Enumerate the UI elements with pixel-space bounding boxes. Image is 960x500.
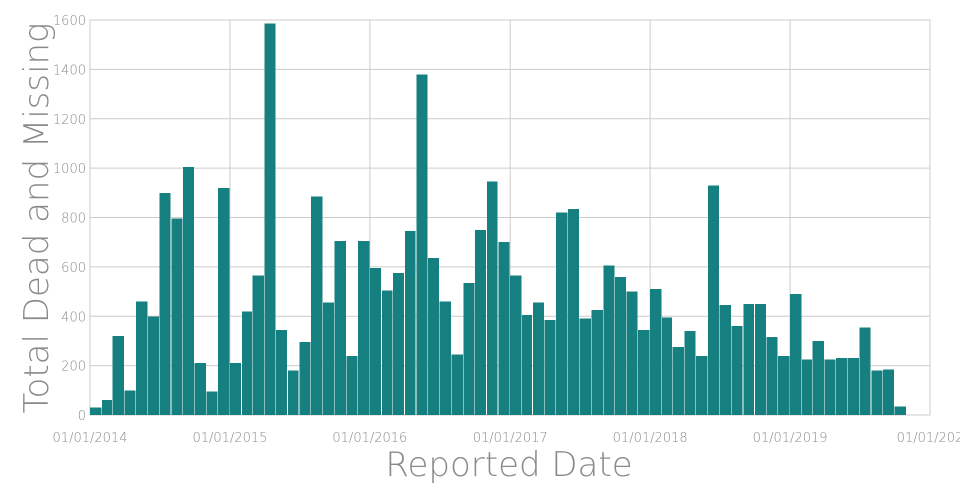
- y-tick-label: 600: [61, 261, 86, 276]
- y-tick-label: 1200: [53, 113, 86, 128]
- bar-2014-07: [159, 192, 171, 415]
- bar-2016-10: [474, 229, 487, 415]
- bar-2016-02: [381, 290, 393, 415]
- bar-2019-01: [790, 294, 802, 415]
- bar-2015-09: [323, 302, 335, 415]
- bar-2014-08: [171, 218, 183, 415]
- bar-2018-06: [708, 185, 719, 415]
- bar-2016-12: [498, 242, 510, 415]
- bar-2015-12: [357, 240, 370, 415]
- bar-2016-01: [369, 268, 382, 415]
- bar-2016-11: [486, 181, 498, 415]
- y-tick-label: 1000: [53, 162, 86, 177]
- y-tick-label: 1400: [53, 63, 86, 78]
- bar-2018-08: [731, 326, 743, 415]
- x-tick-label: 01/01/2015: [192, 431, 267, 446]
- bar-2016-05: [416, 74, 428, 415]
- bar-2014-02: [101, 400, 113, 415]
- bar-2015-07: [299, 342, 311, 415]
- bar-2014-11: [206, 391, 218, 415]
- bar-2018-01: [650, 289, 662, 415]
- bar-2017-12: [638, 329, 650, 415]
- bar-2016-06: [428, 258, 440, 415]
- bar-2015-05: [275, 329, 288, 415]
- y-tick-label: 400: [61, 310, 86, 325]
- bar-2018-11: [766, 337, 778, 415]
- bar-2019-03: [812, 340, 824, 415]
- x-tick-label: 01/01/2019: [753, 431, 828, 446]
- bar-2017-05: [556, 212, 568, 415]
- bar-2018-09: [743, 303, 755, 415]
- bar-2018-05: [696, 355, 708, 415]
- bar-2019-09: [883, 369, 895, 415]
- bar-2017-01: [510, 275, 522, 415]
- bar-2014-10: [194, 363, 206, 415]
- bar-2017-08: [591, 310, 603, 415]
- y-tick-labels: 0 200 400 600 800 1000 1200 1400 1600: [53, 14, 86, 424]
- bar-2014-04: [124, 390, 136, 415]
- x-tick-label: 01/01/2016: [332, 431, 407, 446]
- x-tick-label: 01/01/2018: [613, 431, 688, 446]
- bar-2015-10: [334, 240, 346, 415]
- bar-2014-01: [90, 407, 102, 415]
- bar-2015-01: [229, 363, 242, 415]
- bar-2018-04: [684, 331, 696, 415]
- bar-2014-03: [112, 336, 124, 415]
- x-tick-label: 01/01/202: [897, 431, 960, 446]
- bar-2017-03: [532, 302, 545, 415]
- bar-2017-06: [568, 208, 579, 415]
- bar-2016-07: [439, 301, 451, 415]
- bar-2015-03: [252, 275, 264, 415]
- x-tick-labels: 01/01/2014 01/01/2015 01/01/2016 01/01/2017…: [53, 431, 960, 446]
- bar-2019-07: [859, 327, 871, 415]
- bar-2014-09: [183, 166, 195, 415]
- bar-2015-08: [311, 196, 323, 415]
- y-tick-label: 800: [61, 212, 86, 227]
- bar-2015-06: [287, 370, 299, 415]
- bar-2014-05: [136, 301, 148, 415]
- bar-2016-08: [451, 354, 463, 415]
- bar-2015-04: [264, 23, 276, 415]
- bar-2017-10: [614, 276, 627, 415]
- bar-2019-05: [836, 358, 848, 415]
- y-tick-label: 0: [78, 409, 86, 424]
- bars: [90, 23, 907, 415]
- x-tick-label: 01/01/2017: [473, 431, 548, 446]
- y-tick-label: 1600: [53, 14, 86, 29]
- bar-2017-07: [579, 318, 591, 415]
- bar-2019-06: [847, 358, 859, 415]
- bar-2019-08: [871, 370, 883, 415]
- bar-2017-02: [522, 315, 533, 415]
- bar-2018-02: [662, 317, 673, 415]
- bar-2019-02: [801, 359, 813, 415]
- grid: [89, 19, 931, 416]
- bar-2017-09: [603, 265, 615, 415]
- bar-2015-11: [346, 355, 358, 415]
- bar-2018-07: [719, 305, 731, 415]
- bar-2018-10: [754, 303, 767, 415]
- bar-2016-04: [404, 231, 416, 415]
- x-tick-label: 01/01/2014: [53, 431, 128, 446]
- bar-2016-09: [463, 282, 475, 415]
- bar-2014-12: [218, 187, 230, 415]
- y-tick-label: 200: [61, 360, 86, 375]
- x-axis-title: Reported Date: [385, 445, 632, 485]
- bar-2019-04: [824, 359, 836, 415]
- bar-2017-11: [626, 291, 638, 415]
- bar-2016-03: [392, 273, 405, 415]
- bar-2014-06: [147, 316, 159, 415]
- y-axis-title: Total Dead and Missing: [17, 23, 57, 414]
- bar-2019-10: [894, 406, 907, 415]
- bar-2018-12: [778, 355, 790, 415]
- bar-2015-02: [241, 311, 252, 415]
- bar-2017-04: [544, 319, 556, 415]
- bar-2018-03: [672, 347, 685, 415]
